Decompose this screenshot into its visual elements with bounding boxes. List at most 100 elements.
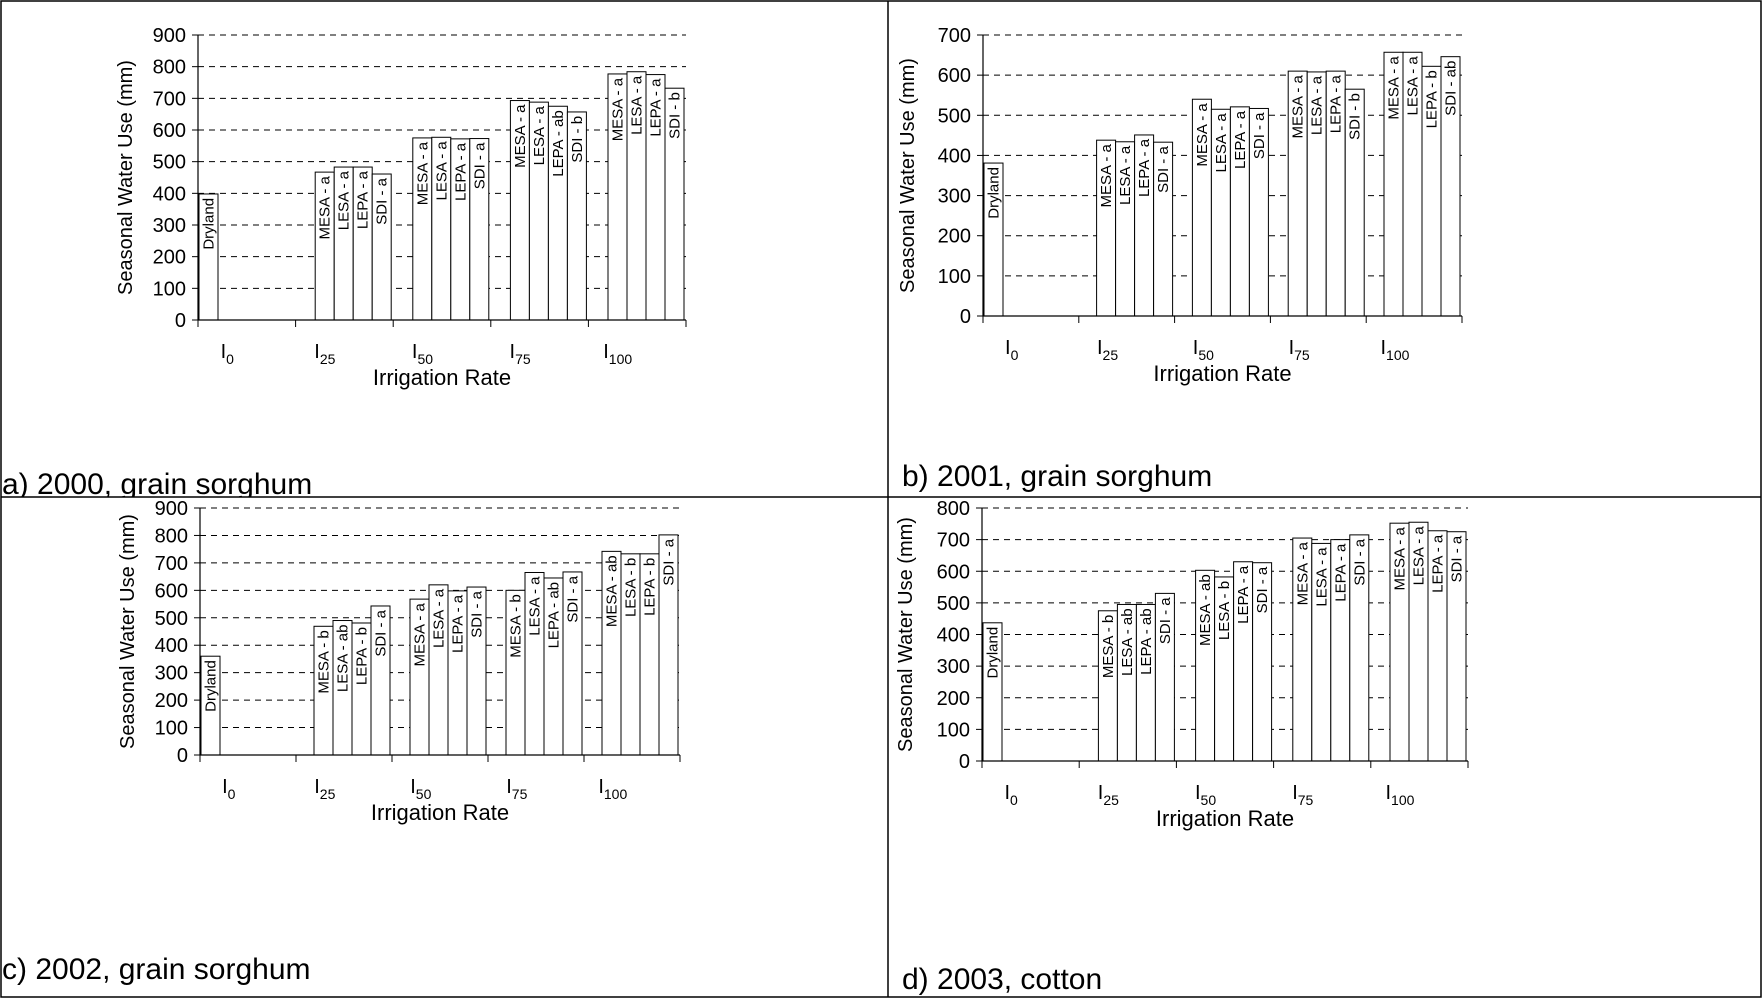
chart-panel-b: Dryland I0 MESA - a LESA - a LEPA - a SDI - a…: [888, 0, 1762, 497]
bar-label: LEPA - b: [1424, 70, 1441, 128]
bar-label: Dryland: [201, 198, 218, 250]
bar-label: LESA - a: [336, 170, 353, 230]
bar-label: LESA - b: [1216, 581, 1233, 640]
bar-label: SDI - a: [1157, 597, 1174, 644]
x-tick-label: I75: [506, 776, 527, 802]
x-tick-label: I50: [1195, 782, 1216, 808]
bar-label: SDI - a: [1351, 538, 1368, 585]
bar-label: LESA - b: [623, 558, 640, 617]
bar-label: SDI - a: [469, 590, 486, 637]
bar-label: MESA - ab: [1197, 574, 1214, 646]
y-tick-label: 0: [175, 310, 186, 332]
y-tick-label: 400: [938, 145, 971, 167]
bar-label: MESA - a: [610, 77, 627, 141]
bar-label: LESA - a: [1309, 75, 1326, 135]
x-tick-label: I75: [1292, 782, 1313, 808]
y-tick-label: 900: [155, 498, 188, 520]
bar-label: LESA - a: [1213, 113, 1230, 173]
bar-label: SDI - a: [471, 142, 488, 189]
bar-label: LEPA - a: [1232, 110, 1249, 169]
chart-panel-c: Dryland I0 MESA - b LESA - ab LEPA - b SDI - …: [0, 497, 888, 998]
y-tick-label: 300: [153, 215, 186, 237]
y-tick-label: 100: [153, 278, 186, 300]
bar-label: LEPA - a: [1332, 543, 1349, 602]
x-tick-label: I100: [1385, 782, 1414, 808]
y-tick-label: 600: [938, 65, 971, 87]
bar-label: MESA - a: [1392, 527, 1409, 591]
y-tick-label: 100: [937, 719, 970, 741]
chart-panel-d: Dryland I0 MESA - b LESA - ab LEPA - ab SDI -…: [888, 497, 1762, 998]
y-axis-title: Seasonal Water Use (mm): [897, 58, 919, 293]
bar-label: LESA - a: [531, 105, 548, 165]
y-tick-label: 0: [960, 306, 971, 328]
y-axis-title: Seasonal Water Use (mm): [115, 60, 137, 295]
y-tick-label: 800: [155, 525, 188, 547]
bar-label: MESA - b: [508, 594, 525, 657]
x-tick-label: I25: [314, 341, 335, 367]
bar-label: SDI - b: [1347, 93, 1364, 140]
chart-caption: d) 2003, cotton: [902, 963, 1103, 996]
bar-label: MESA - a: [317, 175, 334, 239]
bar-label: MESA - ab: [604, 555, 621, 627]
chart-caption: c) 2002, grain sorghum: [2, 953, 311, 986]
x-tick-label: I0: [1005, 337, 1019, 363]
y-tick-label: 800: [153, 57, 186, 79]
x-tick-label: I100: [598, 776, 627, 802]
x-tick-label: I100: [1380, 337, 1409, 363]
x-tick-label: I100: [603, 341, 632, 367]
y-tick-label: 0: [177, 745, 188, 767]
x-tick-label: I50: [1193, 337, 1214, 363]
x-tick-label: I25: [1097, 337, 1118, 363]
chart-caption: a) 2000, grain sorghum: [2, 468, 313, 497]
bar-label: MESA - a: [1098, 144, 1115, 208]
bar-label: MESA - a: [1386, 56, 1403, 120]
y-tick-label: 300: [155, 663, 188, 685]
bar-label: LESA - a: [1313, 547, 1330, 607]
bar-label: SDI - a: [661, 538, 678, 585]
y-tick-label: 700: [937, 530, 970, 552]
bar-label: MESA - b: [1100, 615, 1117, 678]
x-tick-label: I0: [1004, 782, 1018, 808]
bar-label: MESA - b: [316, 630, 333, 693]
x-tick-label: I25: [314, 776, 335, 802]
bar-label: Dryland: [203, 660, 220, 712]
bar-label: LEPA - b: [642, 558, 659, 616]
x-tick-label: I75: [1289, 337, 1310, 363]
x-tick-label: I75: [510, 341, 531, 367]
y-tick-label: 200: [937, 688, 970, 710]
bar-label: SDI - a: [373, 609, 390, 656]
bar-label: LESA - ab: [335, 625, 352, 693]
bar-label: LESA - ab: [1119, 608, 1136, 676]
bar-label: LEPA - a: [648, 78, 665, 137]
bar-label: MESA - a: [414, 141, 431, 205]
y-axis-title: Seasonal Water Use (mm): [895, 517, 917, 752]
bar-label: LEPA - a: [1430, 534, 1447, 593]
x-axis-title: Irrigation Rate: [373, 365, 511, 390]
bar-label: LEPA - a: [1328, 74, 1345, 133]
bar-label: MESA - a: [412, 602, 429, 666]
y-tick-label: 200: [153, 247, 186, 269]
x-axis-title: Irrigation Rate: [1153, 361, 1291, 386]
y-axis-title: Seasonal Water Use (mm): [117, 514, 139, 749]
bar-label: Dryland: [986, 167, 1003, 219]
bar-label: LEPA - a: [1235, 565, 1252, 624]
y-tick-label: 500: [153, 152, 186, 174]
chart-caption: b) 2001, grain sorghum: [902, 460, 1213, 493]
y-tick-label: 400: [937, 625, 970, 647]
y-tick-label: 600: [155, 580, 188, 602]
y-tick-label: 500: [155, 608, 188, 630]
y-tick-label: 100: [155, 718, 188, 740]
y-tick-label: 200: [938, 226, 971, 248]
x-axis-title: Irrigation Rate: [1156, 806, 1294, 831]
bar-label: SDI - b: [569, 116, 586, 163]
bar-label: LEPA - ab: [546, 582, 563, 648]
bar-label: SDI - a: [565, 575, 582, 622]
bar-label: SDI - a: [1254, 566, 1271, 613]
bar-label: LESA - a: [433, 141, 450, 201]
y-tick-label: 400: [153, 183, 186, 205]
bar-label: LESA - a: [629, 75, 646, 135]
